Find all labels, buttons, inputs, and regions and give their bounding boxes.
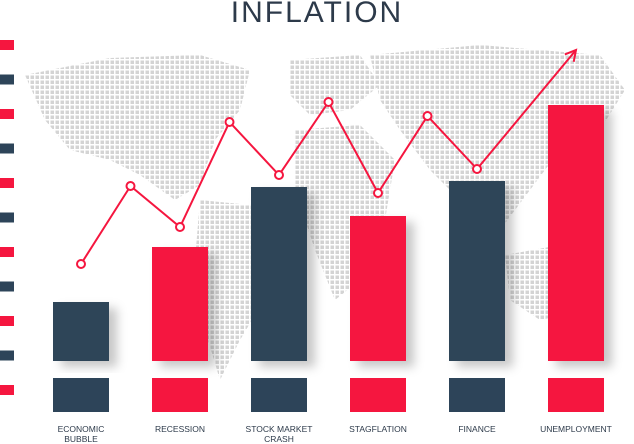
trend-point <box>472 164 482 174</box>
trend-point <box>373 188 383 198</box>
x-tick-label: STOCK MARKET CRASH <box>245 424 313 444</box>
x-tick-label: ECONOMIC BUBBLE <box>57 424 105 444</box>
bar <box>251 187 307 361</box>
trend-point <box>76 259 86 269</box>
x-tick-label: FINANCE <box>458 424 496 434</box>
bar <box>449 181 505 361</box>
side-stripe <box>0 178 14 188</box>
side-stripe <box>0 281 14 292</box>
trend-arrow <box>564 48 578 62</box>
trend-point <box>274 170 284 180</box>
side-stripe <box>0 247 14 257</box>
side-stripe <box>0 40 14 50</box>
category-block <box>548 378 604 412</box>
category-block <box>152 378 208 412</box>
category-block <box>251 378 307 412</box>
side-stripe <box>0 350 14 361</box>
bar <box>53 302 109 361</box>
category-block <box>53 378 109 412</box>
bar <box>350 216 406 361</box>
side-stripe <box>0 212 14 223</box>
x-tick-label: RECESSION <box>154 424 206 434</box>
chart-title: INFLATION <box>231 0 403 29</box>
world-map <box>25 45 625 380</box>
side-stripe <box>0 316 14 326</box>
side-stripe <box>0 74 14 85</box>
trend-point <box>422 111 433 121</box>
trend-point <box>175 222 185 232</box>
side-stripe <box>0 143 14 154</box>
category-block <box>449 378 505 412</box>
x-tick-label: UNEMPLOYMENT <box>540 424 612 434</box>
side-stripe <box>0 385 14 395</box>
category-block <box>350 378 406 412</box>
trend-point <box>224 117 235 127</box>
x-tick-label: STAGFLATION <box>349 424 407 434</box>
bar <box>152 247 208 361</box>
side-stripe <box>0 109 14 119</box>
trend-point <box>323 97 334 107</box>
bar <box>548 105 604 361</box>
trend-point <box>125 181 136 191</box>
trend-line <box>80 49 577 265</box>
